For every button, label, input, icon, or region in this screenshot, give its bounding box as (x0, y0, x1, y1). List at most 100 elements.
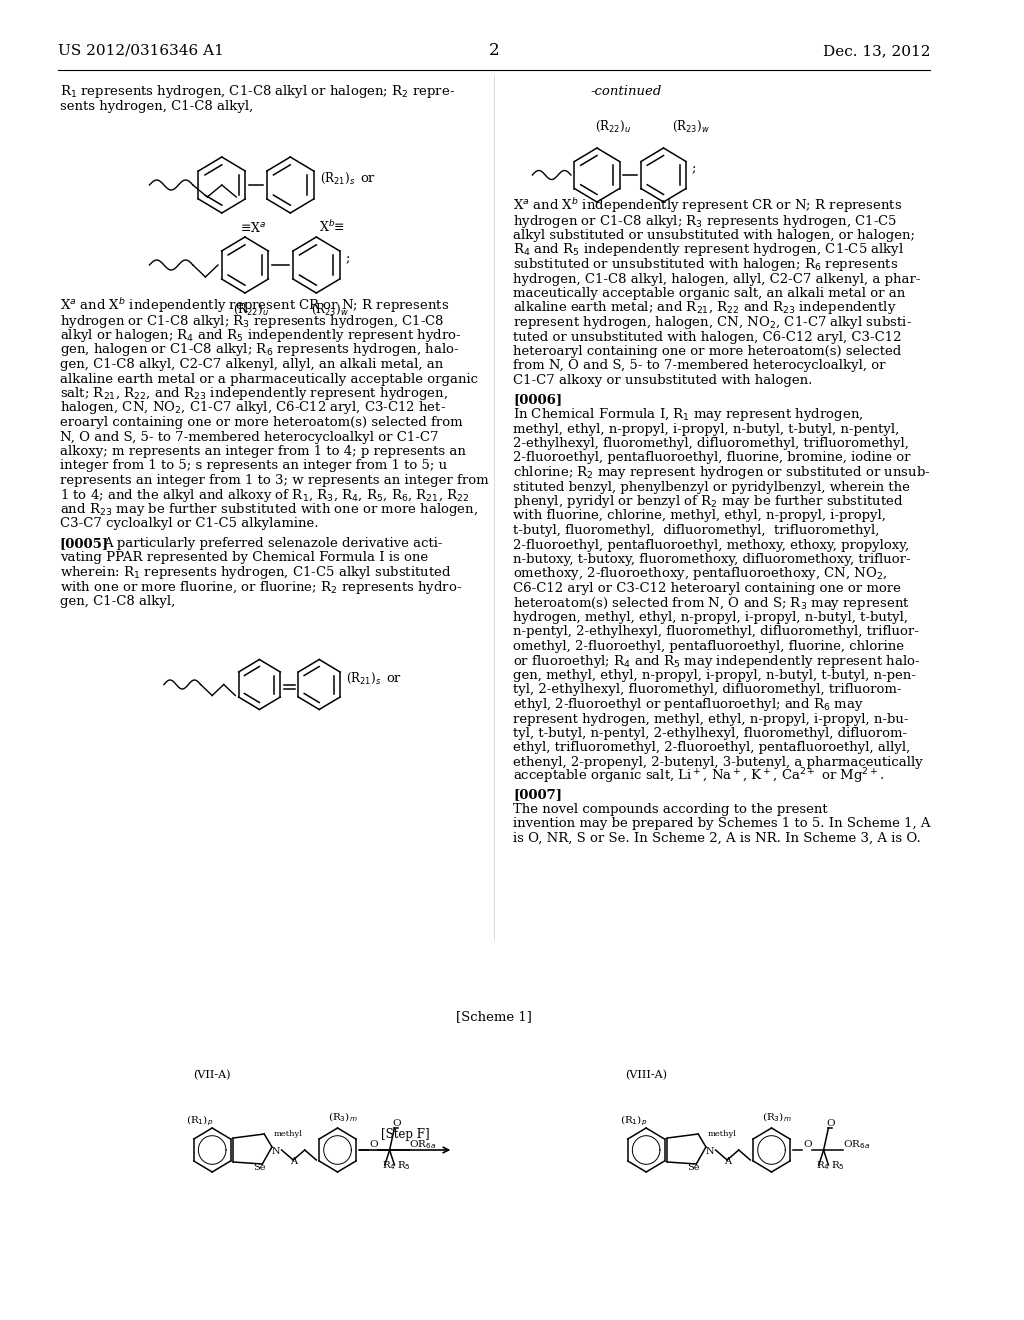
Text: n-butoxy, t-butoxy, fluoromethoxy, difluoromethoxy, trifluor-: n-butoxy, t-butoxy, fluoromethoxy, diflu… (513, 553, 910, 566)
Text: substituted or unsubstituted with halogen; R$_6$ represents: substituted or unsubstituted with haloge… (513, 256, 898, 273)
Text: alkaline earth metal; and R$_{21}$, R$_{22}$ and R$_{23}$ independently: alkaline earth metal; and R$_{21}$, R$_{… (513, 300, 896, 317)
Text: A particularly preferred selenazole derivative acti-: A particularly preferred selenazole deri… (103, 537, 442, 550)
Text: is O, NR, S or Se. In Scheme 2, A is NR. In Scheme 3, A is O.: is O, NR, S or Se. In Scheme 2, A is NR.… (513, 832, 921, 845)
Text: (R$_{22}$)$_u$: (R$_{22}$)$_u$ (233, 302, 269, 317)
Text: 2-fluoroethyl, pentafluoroethyl, methoxy, ethoxy, propyloxy,: 2-fluoroethyl, pentafluoroethyl, methoxy… (513, 539, 909, 552)
Text: alkoxy; m represents an integer from 1 to 4; p represents an: alkoxy; m represents an integer from 1 t… (59, 445, 466, 458)
Text: (R$_3$)$_m$: (R$_3$)$_m$ (328, 1110, 357, 1123)
Text: R$_4$ and R$_5$ independently represent hydrogen, C1-C5 alkyl: R$_4$ and R$_5$ independently represent … (513, 242, 904, 259)
Text: 2-ethylhexyl, fluoromethyl, difluoromethyl, trifluoromethyl,: 2-ethylhexyl, fluoromethyl, difluorometh… (513, 437, 909, 450)
Text: salt; R$_{21}$, R$_{22}$, and R$_{23}$ independently represent hydrogen,: salt; R$_{21}$, R$_{22}$, and R$_{23}$ i… (59, 385, 447, 403)
Text: O: O (826, 1119, 836, 1129)
Text: alkaline earth metal or a pharmaceutically acceptable organic: alkaline earth metal or a pharmaceutical… (59, 372, 478, 385)
Text: O: O (392, 1119, 401, 1129)
Text: Se: Se (687, 1163, 699, 1172)
Text: tyl, 2-ethylhexyl, fluoromethyl, difluoromethyl, trifluorom-: tyl, 2-ethylhexyl, fluoromethyl, difluor… (513, 684, 901, 697)
Text: (R$_{23}$)$_w$: (R$_{23}$)$_w$ (672, 119, 710, 135)
Text: or fluoroethyl; R$_4$ and R$_5$ may independently represent halo-: or fluoroethyl; R$_4$ and R$_5$ may inde… (513, 652, 921, 669)
Text: N: N (706, 1147, 715, 1156)
Text: phenyl, pyridyl or benzyl of R$_2$ may be further substituted: phenyl, pyridyl or benzyl of R$_2$ may b… (513, 492, 903, 510)
Text: -continued: -continued (590, 84, 662, 98)
Text: 1 to 4; and the alkyl and alkoxy of R$_1$, R$_3$, R$_4$, R$_5$, R$_6$, R$_{21}$,: 1 to 4; and the alkyl and alkoxy of R$_1… (59, 487, 469, 503)
Text: alkyl or halogen; R$_4$ and R$_5$ independently represent hydro-: alkyl or halogen; R$_4$ and R$_5$ indepe… (59, 327, 461, 345)
Text: (R$_{23}$)$_w$: (R$_{23}$)$_w$ (311, 302, 349, 317)
Text: C6-C12 aryl or C3-C12 heteroaryl containing one or more: C6-C12 aryl or C3-C12 heteroaryl contain… (513, 582, 901, 595)
Text: R$_4$: R$_4$ (382, 1159, 396, 1172)
Text: (R$_1$)$_p$: (R$_1$)$_p$ (621, 1113, 647, 1127)
Text: tyl, t-butyl, n-pentyl, 2-ethylhexyl, fluoromethyl, difluorom-: tyl, t-butyl, n-pentyl, 2-ethylhexyl, fl… (513, 727, 907, 741)
Text: t-butyl, fluoromethyl,  difluoromethyl,  trifluoromethyl,: t-butyl, fluoromethyl, difluoromethyl, t… (513, 524, 880, 537)
Text: methyl, ethyl, n-propyl, i-propyl, n-butyl, t-butyl, n-pentyl,: methyl, ethyl, n-propyl, i-propyl, n-but… (513, 422, 899, 436)
Text: represent hydrogen, methyl, ethyl, n-propyl, i-propyl, n-bu-: represent hydrogen, methyl, ethyl, n-pro… (513, 713, 908, 726)
Text: vating PPAR represented by Chemical Formula I is one: vating PPAR represented by Chemical Form… (59, 552, 428, 565)
Text: A: A (724, 1158, 731, 1166)
Text: (R$_{21}$)$_s$: (R$_{21}$)$_s$ (346, 671, 381, 685)
Text: represent hydrogen, halogen, CN, NO$_2$, C1-C7 alkyl substi-: represent hydrogen, halogen, CN, NO$_2$,… (513, 314, 912, 331)
Text: chlorine; R$_2$ may represent hydrogen or substituted or unsub-: chlorine; R$_2$ may represent hydrogen o… (513, 465, 931, 480)
Text: [Scheme 1]: [Scheme 1] (456, 1010, 531, 1023)
Text: X$^a$ and X$^b$ independently represent CR or N; R represents: X$^a$ and X$^b$ independently represent … (513, 197, 902, 215)
Text: ;: ; (345, 252, 350, 265)
Text: Dec. 13, 2012: Dec. 13, 2012 (823, 44, 931, 58)
Text: Se: Se (253, 1163, 265, 1172)
Text: hydrogen or C1-C8 alkyl; R$_3$ represents hydrogen, C1-C5: hydrogen or C1-C8 alkyl; R$_3$ represent… (513, 213, 897, 230)
Text: (R$_1$)$_p$: (R$_1$)$_p$ (186, 1113, 213, 1127)
Text: invention may be prepared by Schemes 1 to 5. In Scheme 1, A: invention may be prepared by Schemes 1 t… (513, 817, 931, 830)
Text: [Step F]: [Step F] (381, 1129, 429, 1140)
Text: represents an integer from 1 to 3; w represents an integer from: represents an integer from 1 to 3; w rep… (59, 474, 488, 487)
Text: [0007]: [0007] (513, 788, 562, 801)
Text: OR$_{6a}$: OR$_{6a}$ (843, 1138, 870, 1151)
Text: gen, halogen or C1-C8 alkyl; R$_6$ represents hydrogen, halo-: gen, halogen or C1-C8 alkyl; R$_6$ repre… (59, 342, 460, 359)
Text: or: or (387, 672, 401, 685)
Text: acceptable organic salt, Li$^+$, Na$^+$, K$^+$, Ca$^{2+}$ or Mg$^{2+}$.: acceptable organic salt, Li$^+$, Na$^+$,… (513, 767, 885, 787)
Text: (R$_3$)$_m$: (R$_3$)$_m$ (762, 1110, 792, 1123)
Text: from N, O and S, 5- to 7-membered heterocycloalkyl, or: from N, O and S, 5- to 7-membered hetero… (513, 359, 886, 372)
Text: omethyl, 2-fluoroethyl, pentafluoroethyl, fluorine, chlorine: omethyl, 2-fluoroethyl, pentafluoroethyl… (513, 640, 904, 653)
Text: n-pentyl, 2-ethylhexyl, fluoromethyl, difluoromethyl, trifluor-: n-pentyl, 2-ethylhexyl, fluoromethyl, di… (513, 626, 919, 639)
Text: O: O (804, 1140, 812, 1148)
Text: halogen, CN, NO$_2$, C1-C7 alkyl, C6-C12 aryl, C3-C12 het-: halogen, CN, NO$_2$, C1-C7 alkyl, C6-C12… (59, 400, 445, 417)
Text: N, O and S, 5- to 7-membered heterocycloalkyl or C1-C7: N, O and S, 5- to 7-membered heterocyclo… (59, 430, 438, 444)
Text: alkyl substituted or unsubstituted with halogen, or halogen;: alkyl substituted or unsubstituted with … (513, 228, 915, 242)
Text: [0006]: [0006] (513, 393, 562, 407)
Text: The novel compounds according to the present: The novel compounds according to the pre… (513, 803, 827, 816)
Text: or: or (360, 172, 375, 185)
Text: omethoxy, 2-fluoroethoxy, pentafluoroethoxy, CN, NO$_2$,: omethoxy, 2-fluoroethoxy, pentafluoroeth… (513, 565, 888, 582)
Text: ethyl, trifluoromethyl, 2-fluoroethyl, pentafluoroethyl, allyl,: ethyl, trifluoromethyl, 2-fluoroethyl, p… (513, 742, 910, 755)
Text: O: O (370, 1140, 378, 1148)
Text: gen, C1-C8 alkyl, C2-C7 alkenyl, allyl, an alkali metal, an: gen, C1-C8 alkyl, C2-C7 alkenyl, allyl, … (59, 358, 443, 371)
Text: gen, C1-C8 alkyl,: gen, C1-C8 alkyl, (59, 595, 175, 609)
Text: and R$_{23}$ may be further substituted with one or more halogen,: and R$_{23}$ may be further substituted … (59, 502, 478, 517)
Text: ;: ; (691, 162, 696, 176)
Text: hydrogen, methyl, ethyl, n-propyl, i-propyl, n-butyl, t-butyl,: hydrogen, methyl, ethyl, n-propyl, i-pro… (513, 611, 908, 624)
Text: integer from 1 to 5; s represents an integer from 1 to 5; u: integer from 1 to 5; s represents an int… (59, 459, 446, 473)
Text: US 2012/0316346 A1: US 2012/0316346 A1 (58, 44, 223, 58)
Text: heteroatom(s) selected from N, O and S; R$_3$ may represent: heteroatom(s) selected from N, O and S; … (513, 594, 910, 611)
Text: (VIII-A): (VIII-A) (625, 1069, 668, 1080)
Text: tuted or unsubstituted with halogen, C6-C12 aryl, C3-C12: tuted or unsubstituted with halogen, C6-… (513, 330, 901, 343)
Text: ethenyl, 2-propenyl, 2-butenyl, 3-butenyl, a pharmaceutically: ethenyl, 2-propenyl, 2-butenyl, 3-buteny… (513, 756, 923, 770)
Text: methyl: methyl (273, 1130, 303, 1138)
Text: maceutically acceptable organic salt, an alkali metal or an: maceutically acceptable organic salt, an… (513, 286, 905, 300)
Text: methyl: methyl (708, 1130, 737, 1138)
Text: hydrogen, C1-C8 alkyl, halogen, allyl, C2-C7 alkenyl, a phar-: hydrogen, C1-C8 alkyl, halogen, allyl, C… (513, 272, 921, 285)
Text: ≡X$^a$: ≡X$^a$ (241, 220, 266, 235)
Text: [0005]: [0005] (59, 537, 109, 550)
Text: wherein: R$_1$ represents hydrogen, C1-C5 alkyl substituted: wherein: R$_1$ represents hydrogen, C1-C… (59, 564, 452, 581)
Text: R$_5$: R$_5$ (831, 1159, 845, 1172)
Text: In Chemical Formula I, R$_1$ may represent hydrogen,: In Chemical Formula I, R$_1$ may represe… (513, 407, 863, 422)
Text: with fluorine, chlorine, methyl, ethyl, n-propyl, i-propyl,: with fluorine, chlorine, methyl, ethyl, … (513, 510, 886, 523)
Text: stituted benzyl, phenylbenzyl or pyridylbenzyl, wherein the: stituted benzyl, phenylbenzyl or pyridyl… (513, 480, 910, 494)
Text: OR$_{6a}$: OR$_{6a}$ (409, 1138, 436, 1151)
Text: R$_5$: R$_5$ (397, 1159, 412, 1172)
Text: R$_1$ represents hydrogen, C1-C8 alkyl or halogen; R$_2$ repre-: R$_1$ represents hydrogen, C1-C8 alkyl o… (59, 83, 455, 100)
Text: 2: 2 (488, 42, 499, 59)
Text: eroaryl containing one or more heteroatom(s) selected from: eroaryl containing one or more heteroato… (59, 416, 463, 429)
Text: 2-fluoroethyl, pentafluoroethyl, fluorine, bromine, iodine or: 2-fluoroethyl, pentafluoroethyl, fluorin… (513, 451, 910, 465)
Text: C3-C7 cycloalkyl or C1-C5 alkylamine.: C3-C7 cycloalkyl or C1-C5 alkylamine. (59, 517, 318, 531)
Text: hydrogen or C1-C8 alkyl; R$_3$ represents hydrogen, C1-C8: hydrogen or C1-C8 alkyl; R$_3$ represent… (59, 313, 444, 330)
Text: X$^b$≡: X$^b$≡ (319, 219, 345, 235)
Text: C1-C7 alkoxy or unsubstituted with halogen.: C1-C7 alkoxy or unsubstituted with halog… (513, 374, 812, 387)
Text: (R$_{21}$)$_s$: (R$_{21}$)$_s$ (321, 170, 355, 186)
Text: gen, methyl, ethyl, n-propyl, i-propyl, n-butyl, t-butyl, n-pen-: gen, methyl, ethyl, n-propyl, i-propyl, … (513, 669, 915, 682)
